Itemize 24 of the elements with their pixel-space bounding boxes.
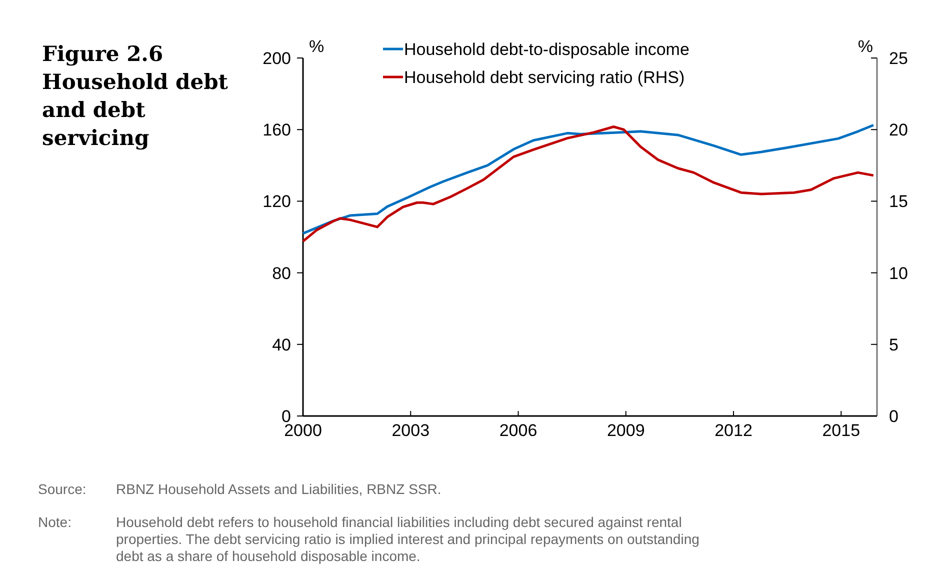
x-tick-label: 2003 — [392, 421, 430, 440]
y2-tick-label: 10 — [889, 264, 908, 283]
text: Figure 2.6 Household debt and debt servicing — [42, 41, 228, 150]
y2-tick-label: 0 — [889, 407, 898, 426]
x-tick-label: 2009 — [606, 421, 645, 440]
y-tick-label: 160 — [262, 120, 291, 140]
x-tick-label: 2006 — [499, 421, 538, 440]
x-tick-label: 2000 — [284, 421, 322, 440]
legend-label: Household debt servicing ratio (RHS) — [404, 68, 685, 87]
text: Note: Household debt refers to household financial liabilities including debt secured against rental properties. The debt servicing ratio is implied interest and principal repayments on outstanding debt as a share of household disposable income. — [38, 514, 700, 564]
y-tick-label: 120 — [262, 192, 291, 212]
legend-label: Household debt-to-disposable income — [404, 40, 690, 59]
y2-tick-label: 5 — [889, 335, 898, 354]
y-tick-label: 80 — [272, 264, 291, 283]
x-tick-label: 2015 — [822, 421, 860, 440]
y-axis-title: % — [309, 37, 324, 56]
text: Source: RBNZ Household Assets and Liabilities, RBNZ SSR. — [38, 481, 442, 497]
y-tick-label: 40 — [272, 335, 291, 354]
y2-tick-label: 15 — [889, 192, 908, 212]
y2-tick-label: 25 — [889, 49, 908, 68]
x-tick-label: 2012 — [714, 421, 752, 440]
y-tick-label: 200 — [262, 49, 291, 68]
y2-axis-title: % — [858, 37, 873, 56]
y2-tick-label: 20 — [889, 120, 908, 140]
